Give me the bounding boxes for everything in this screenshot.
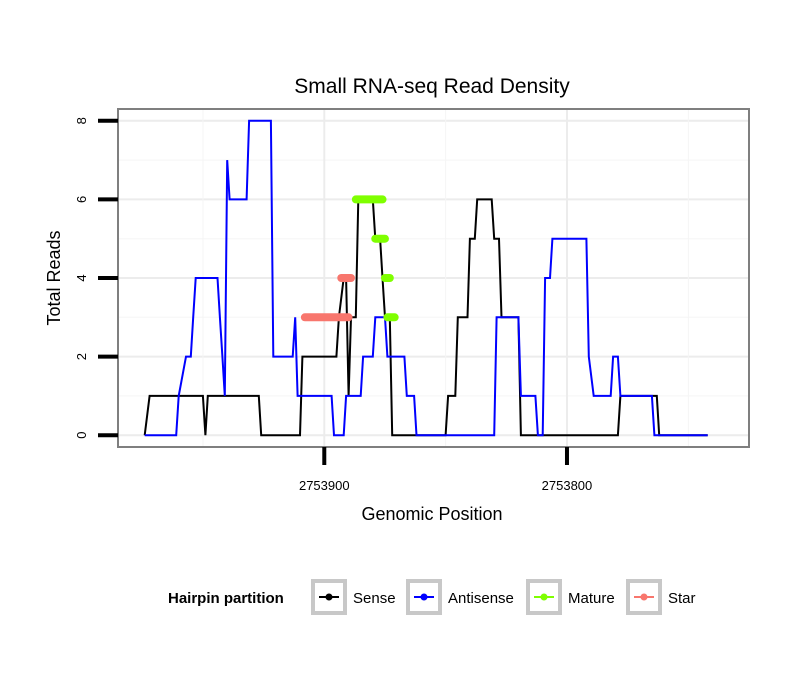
series-layer	[143, 119, 708, 437]
legend-label-antisense: Antisense	[448, 590, 514, 607]
y-tick-label: 2	[74, 353, 89, 360]
y-tick-label: 8	[74, 117, 89, 124]
y-tick-label: 6	[74, 196, 89, 203]
series-line-antisense	[144, 119, 708, 437]
legend-title: Hairpin partition	[168, 590, 284, 607]
legend-key-dot	[640, 593, 648, 601]
legend-key-dot	[325, 593, 333, 601]
y-tick-label: 0	[74, 432, 89, 439]
legend-key-dot	[540, 593, 548, 601]
y-axis: 0 2 4 6 8	[74, 117, 118, 439]
y-axis-label: Total Reads	[44, 230, 64, 325]
legend-key-box	[526, 579, 562, 615]
legend-key-dot	[420, 593, 428, 601]
x-tick-label: 2753800	[542, 478, 593, 493]
legend: Hairpin partition Sense Antisense Mature St…	[168, 579, 696, 615]
legend-label-mature: Mature	[568, 590, 615, 607]
x-tick-label: 2753900	[299, 478, 350, 493]
legend-label-star: Star	[668, 590, 696, 607]
legend-key-box	[311, 579, 347, 615]
y-tick-label: 4	[74, 274, 89, 281]
chart-title: Small RNA-seq Read Density	[294, 75, 570, 98]
x-axis-label: Genomic Position	[361, 504, 502, 524]
legend-label-sense: Sense	[353, 590, 396, 607]
x-axis: 2753900 2753800	[299, 447, 592, 493]
